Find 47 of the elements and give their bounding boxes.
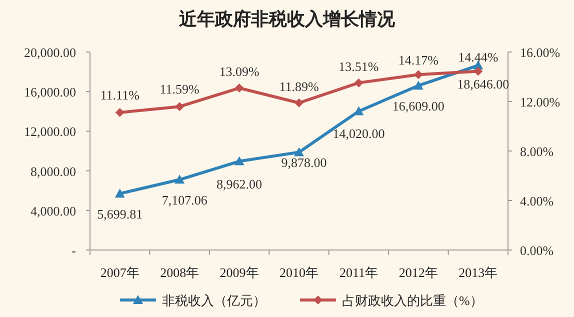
x-tick-label: 2012年 [398,265,438,280]
data-label: 11.59% [160,82,200,97]
x-tick-label: 2007年 [100,265,140,280]
data-label: 18,646.00 [457,76,510,92]
point [354,78,364,88]
y-tick-label: 12,000.00 [24,124,76,140]
y-tick-label: 16,000.00 [24,84,76,100]
data-label: 11.11% [100,88,140,103]
data-label: 13.09% [219,64,260,80]
x-tick-label: 2009年 [220,265,259,280]
y2-tick-label: 0.00% [520,243,554,258]
y2-tick-label: 16.00% [520,45,560,60]
point [175,102,184,112]
y-tick-label: 20,000.00 [24,45,76,60]
x-tick-label: 2010年 [280,265,318,280]
x-tick-label: 2008年 [160,265,200,280]
y2-tick-label: 4.00% [520,194,554,208]
point [354,106,364,116]
data-label: 8,962.00 [216,176,262,192]
data-label: 11.89% [279,78,319,94]
point [234,84,244,93]
y-tick-label: - [72,243,76,258]
data-label: 16,609.00 [392,98,444,114]
y-tick-label: 4,000.00 [30,203,76,218]
data-label: 9,878.00 [281,155,327,170]
y-tick-label: 8,000.00 [30,164,76,179]
data-label: 13.51% [338,58,379,74]
data-label: 14.17% [398,52,439,68]
x-tick-label: 2011年 [339,265,378,280]
data-label: 14,020.00 [332,126,385,142]
data-label: 14.44% [458,49,498,64]
point [294,147,304,156]
y2-tick-label: 8.00% [520,144,554,159]
legend-label: 非税收入（亿元） [162,293,266,308]
data-label: 7,107.06 [162,192,208,208]
point [234,156,244,166]
point [413,80,424,90]
point [114,188,125,198]
point [414,70,423,80]
legend-label: 占财政收入的比重（%） [342,293,483,308]
point [115,108,124,118]
chart-title: 近年政府非税收入增长情况 [178,9,396,29]
point [174,174,185,184]
y2-tick-label: 12.00% [520,94,560,110]
x-tick-label: 2013年 [458,265,498,280]
point [294,98,304,108]
data-label: 5,699.81 [97,206,143,222]
